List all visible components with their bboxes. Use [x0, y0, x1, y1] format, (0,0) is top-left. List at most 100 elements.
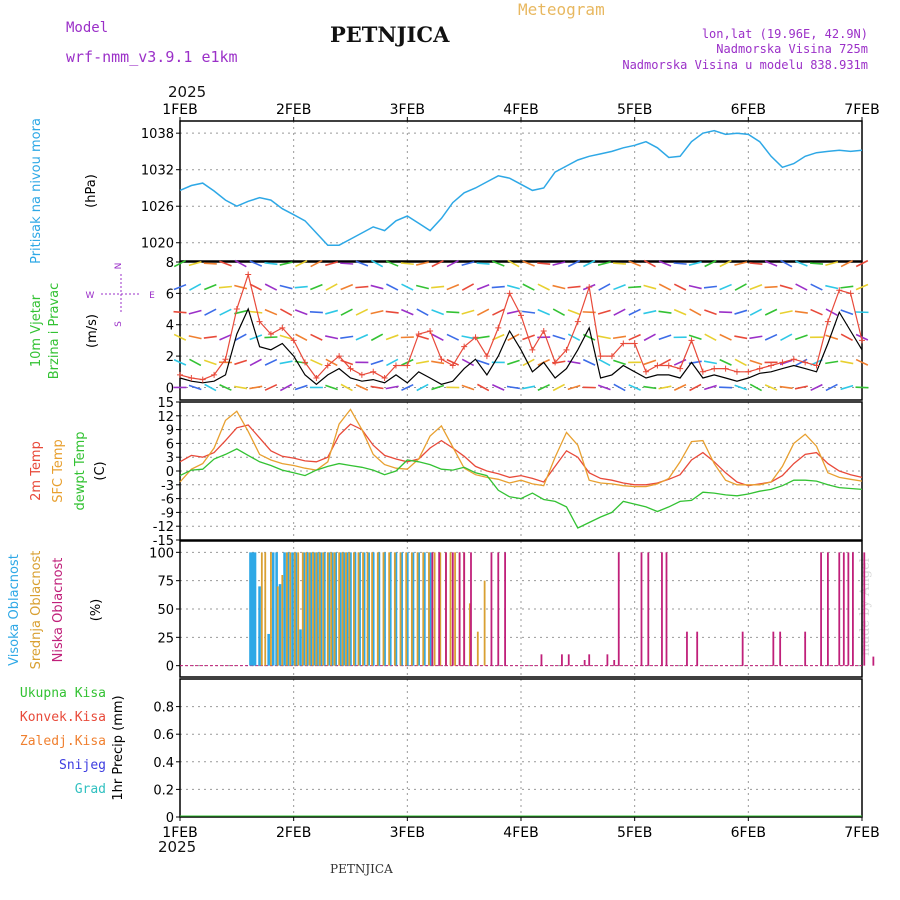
wind-arrow [688, 261, 702, 266]
y-tick-label: 0 [166, 811, 174, 826]
wind-arrow [507, 259, 520, 268]
wind-arrow [264, 308, 278, 316]
x-tick-label-top: 6FEB [731, 102, 766, 118]
wind-arrow [704, 333, 717, 342]
wind-arrow [703, 384, 717, 391]
y-tick-label: 6 [166, 287, 174, 302]
temp-unit-label: (C) [93, 461, 108, 480]
page-title: PETNJICA [330, 22, 450, 47]
wind-arrow [189, 283, 202, 291]
wind-arrow [476, 283, 490, 291]
gust-marker [324, 362, 331, 369]
wind-arrow [703, 285, 717, 289]
x-tick-label-bottom: 7FEB [844, 825, 879, 841]
wind-arrow [734, 335, 748, 340]
wind-arrow [537, 262, 551, 265]
wind-arrow [415, 284, 429, 290]
wind-arrow [552, 308, 565, 316]
wind-arrow [431, 360, 445, 365]
wind-arrow [855, 386, 869, 389]
wind-arrow [764, 384, 778, 391]
x-tick-label-bottom: 2FEB [276, 825, 311, 841]
wind-arrow [779, 385, 793, 390]
wind-arrow [628, 260, 641, 267]
wind-arrow [416, 383, 429, 392]
wind-arrow [340, 283, 354, 291]
gust-marker [779, 359, 786, 366]
wind-arrow [219, 308, 232, 316]
wind-arrow [764, 333, 778, 341]
wind-arrow [840, 384, 854, 391]
y-tick-label: 50 [157, 603, 174, 618]
y-tick-label: 0.2 [153, 783, 174, 798]
wind-arrow [719, 333, 732, 341]
wind-arrow [431, 333, 444, 342]
wind-arrow [249, 260, 263, 267]
pressure-axis-label: Pritisak na nivou mora [29, 118, 44, 264]
gust-marker [483, 353, 490, 360]
wind-arrow [385, 310, 399, 314]
gust-marker [177, 371, 183, 378]
wind-arrow [370, 359, 384, 366]
wind-arrow [446, 283, 460, 291]
wind-arrow [173, 333, 187, 341]
gust-marker [790, 356, 797, 363]
wind-arrow [658, 283, 672, 291]
wind-arrow [370, 333, 384, 342]
product-label: Meteogram [518, 0, 605, 19]
wind-arrow [552, 334, 566, 340]
gust-marker [290, 337, 297, 344]
wind-arrow [446, 333, 460, 341]
wind-arrow [279, 360, 293, 365]
wind-arrow [219, 333, 232, 341]
wind-arrow [310, 259, 323, 268]
wind-arrow [810, 308, 823, 316]
y-tick-label: 1020 [141, 237, 174, 252]
wind-speed-line [179, 307, 863, 386]
x-tick-label-bottom: 5FEB [617, 825, 652, 841]
panel-frame [179, 540, 863, 678]
y-tick-label: -6 [161, 493, 174, 508]
gust-marker [518, 312, 524, 319]
wind-arrow [370, 284, 384, 290]
wind-arrow [506, 309, 520, 315]
wind-arrow [810, 383, 823, 392]
wind-arrow [355, 333, 369, 341]
gust-marker [279, 324, 286, 331]
wind-arrow [794, 310, 808, 314]
gust-marker [552, 359, 559, 366]
wind-arrow [295, 259, 308, 268]
wind-arrow [597, 384, 611, 391]
model-altitude-label: Nadmorska Visina u modelu 838.931m [622, 58, 868, 72]
cloud-axis-label-low: Niska Oblacnost [51, 558, 66, 663]
wind-arrow [734, 358, 747, 367]
wind-arrow [719, 259, 732, 268]
wind-arrow [370, 259, 384, 268]
model-label: Model [66, 20, 109, 36]
wind-arrow [203, 283, 217, 291]
gust-marker [313, 375, 320, 382]
gust-marker [859, 337, 865, 344]
y-tick-label: 1032 [141, 164, 174, 179]
wind-arrow [552, 284, 566, 290]
wind-arrow [749, 284, 763, 291]
wind-arrow [325, 283, 338, 291]
wind-arrow [780, 259, 793, 268]
temp-line [179, 448, 863, 529]
precip-unit-label: 1hr Precip (mm) [111, 695, 126, 800]
wind-arrow [764, 308, 778, 316]
compass-label-e: E [149, 291, 155, 301]
gust-marker [733, 368, 740, 375]
wind-arrow [279, 284, 293, 290]
wind-arrow [795, 260, 808, 267]
wind-arrow [825, 284, 839, 290]
wind-arrow [643, 284, 657, 290]
wind-arrow [537, 383, 550, 391]
wind-arrow [673, 283, 687, 291]
pressure-unit-label: (hPa) [84, 174, 99, 208]
wind-arrow [673, 308, 687, 316]
wind-arrow [264, 262, 278, 266]
cloud-axis-label-high: Visoka Oblacnost [7, 554, 22, 666]
wind-arrow [598, 283, 611, 291]
